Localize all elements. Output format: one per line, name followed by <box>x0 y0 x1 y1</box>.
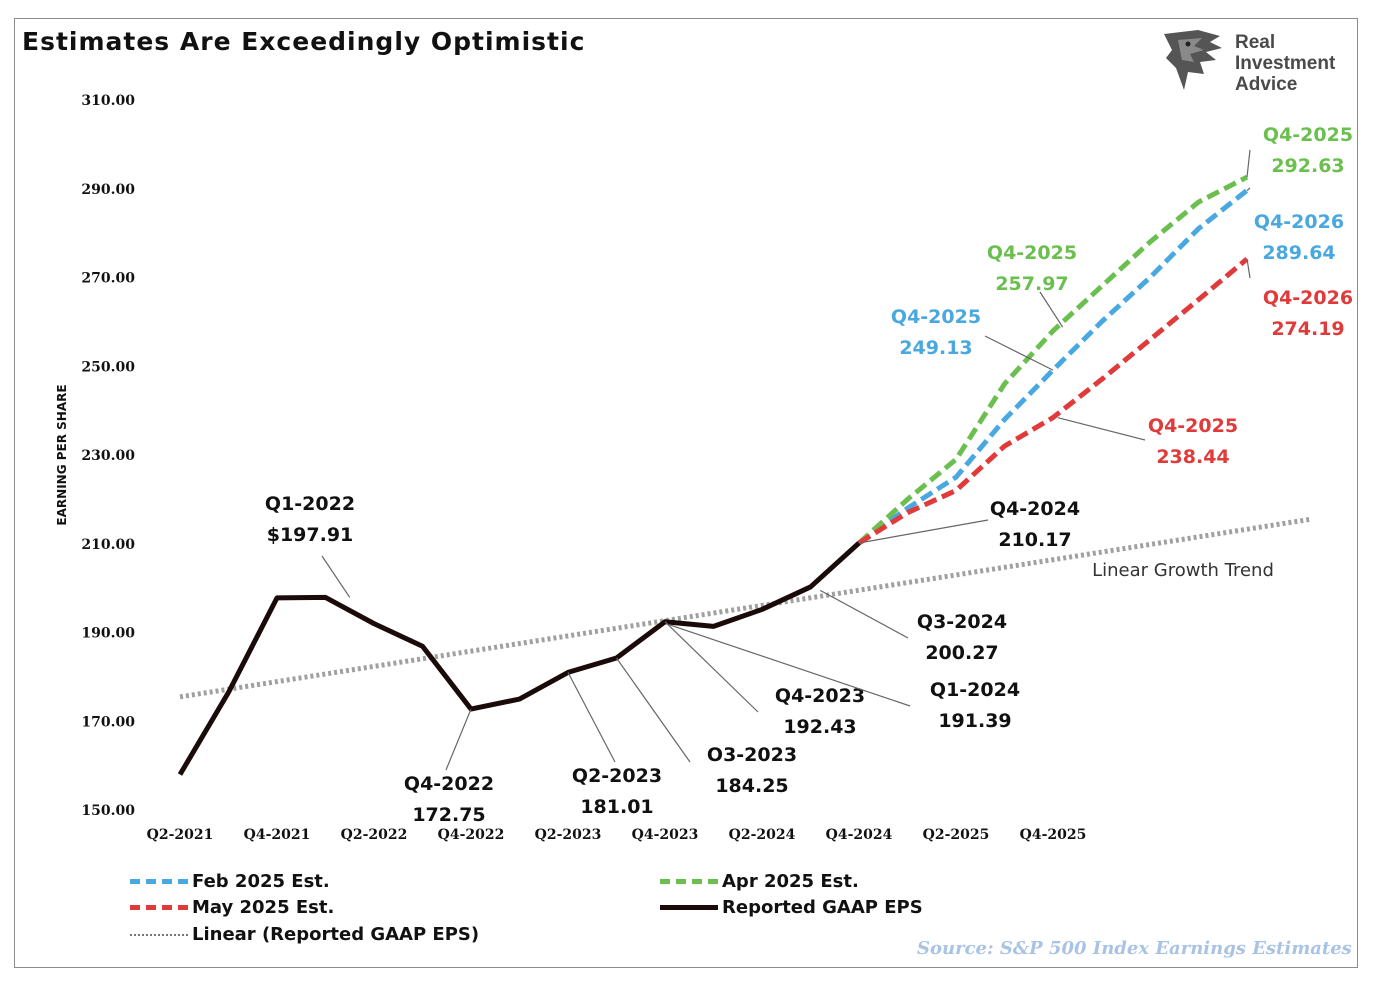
annotation-label: Q4-2025 <box>1148 415 1238 437</box>
legend-swatch <box>660 879 718 884</box>
annotation-leader <box>1057 417 1146 441</box>
logo-line-3: Advice <box>1235 74 1298 95</box>
legend-item: May 2025 Est. <box>130 897 334 918</box>
annotation-leader <box>321 555 351 598</box>
y-tick-label: 170.00 <box>81 714 135 730</box>
annotation-label: Q2-2023 <box>572 765 662 787</box>
annotation-label: Q4-2022 <box>404 773 494 795</box>
annotation-value: 257.97 <box>995 273 1068 295</box>
series-reported-gaap-eps <box>177 541 861 776</box>
annotation-label: Q4-2026 <box>1254 211 1344 233</box>
trend-label: Linear Growth Trend <box>1092 560 1274 581</box>
annotation-label: Q4-2025 <box>987 242 1077 264</box>
annotation-label: Q1-2022 <box>265 493 355 515</box>
legend-item: Feb 2025 Est. <box>130 871 330 892</box>
annotation-leader <box>1246 258 1251 279</box>
annotation-leader <box>858 519 989 544</box>
annotation-label: Q4-2025 <box>891 306 981 328</box>
chart-title: Estimates Are Exceedingly Optimistic <box>22 27 586 56</box>
brand-logo: Real Investment Advice <box>1235 32 1335 95</box>
annotation-value: 289.64 <box>1262 242 1335 264</box>
legend-swatch <box>130 933 188 936</box>
x-tick-label: Q4-2023 <box>632 827 699 843</box>
legend-label: Apr 2025 Est. <box>722 871 859 892</box>
annotation-value: 200.27 <box>925 642 998 664</box>
y-tick-label: 250.00 <box>81 359 135 375</box>
annotation-value: 292.63 <box>1271 155 1344 177</box>
y-tick-label: 210.00 <box>81 537 135 553</box>
annotation-value: 181.01 <box>580 796 653 818</box>
legend-swatch <box>130 905 188 910</box>
x-tick-label: Q2-2023 <box>535 827 602 843</box>
y-tick-label: 230.00 <box>81 448 135 464</box>
annotation-value: 191.39 <box>938 710 1011 732</box>
annotation-leader <box>567 672 616 763</box>
annotation-label: O3-2023 <box>707 744 797 766</box>
x-tick-label: Q4-2022 <box>438 827 505 843</box>
series-linear-trend <box>179 516 1311 700</box>
annotation-value: 249.13 <box>899 337 972 359</box>
legend-item: Apr 2025 Est. <box>660 871 859 892</box>
series-apr-2025-est- <box>857 174 1249 545</box>
annotation-label: Q1-2024 <box>930 679 1020 701</box>
x-tick-label: Q2-2024 <box>729 827 796 843</box>
y-tick-label: 270.00 <box>81 271 135 287</box>
y-tick-label: 150.00 <box>81 803 135 819</box>
annotation-leader <box>1039 291 1064 328</box>
annotation-leader <box>984 335 1054 371</box>
annotation-label: Q4-2024 <box>990 498 1080 520</box>
annotation-value: 172.75 <box>412 804 485 826</box>
legend-label: Reported GAAP EPS <box>722 897 923 918</box>
annotation-value: 192.43 <box>783 716 856 738</box>
x-tick-label: Q4-2025 <box>1020 827 1087 843</box>
legend-swatch <box>660 905 718 910</box>
x-tick-label: Q2-2022 <box>341 827 408 843</box>
y-tick-label: 290.00 <box>81 182 135 198</box>
annotation-label: Q4-2025 <box>1263 124 1353 146</box>
legend-label: Feb 2025 Est. <box>192 871 330 892</box>
x-tick-label: Q2-2021 <box>147 827 214 843</box>
y-axis-label: EARNING PER SHARE <box>55 384 69 525</box>
x-tick-label: Q4-2021 <box>244 827 311 843</box>
eagle-head-icon <box>1164 30 1222 90</box>
y-tick-label: 190.00 <box>81 626 135 642</box>
y-tick-label: 310.00 <box>81 93 135 109</box>
annotation-label: Q4-2026 <box>1263 287 1353 309</box>
annotation-value: 274.19 <box>1271 318 1344 340</box>
legend-item: Linear (Reported GAAP EPS) <box>130 924 479 945</box>
source-note: Source: S&P 500 Index Earnings Estimates <box>917 938 1352 959</box>
annotation-leader <box>819 589 909 639</box>
annotation-leader <box>664 621 759 713</box>
x-tick-label: Q4-2024 <box>826 827 893 843</box>
legend-item: Reported GAAP EPS <box>660 897 923 918</box>
annotation-leader <box>445 708 472 771</box>
annotation-leader <box>1246 187 1251 191</box>
series-feb-2025-est- <box>857 188 1249 546</box>
annotation-leader <box>1246 149 1251 178</box>
logo-line-2: Investment <box>1235 53 1336 74</box>
logo-line-1: Real <box>1235 32 1276 53</box>
annotation-leader <box>616 657 691 763</box>
annotation-value: 210.17 <box>998 529 1071 551</box>
annotation-label: Q4-2023 <box>775 685 865 707</box>
annotation-value: 184.25 <box>715 775 788 797</box>
annotation-value: 238.44 <box>1156 446 1229 468</box>
chart-frame <box>14 18 1358 968</box>
legend-swatch <box>130 879 188 884</box>
annotation-leader <box>669 624 911 707</box>
legend-label: Linear (Reported GAAP EPS) <box>192 924 480 945</box>
series-may-2025-est- <box>857 256 1249 546</box>
x-tick-label: Q2-2025 <box>923 827 990 843</box>
legend-label: May 2025 Est. <box>192 897 335 918</box>
annotation-value: $197.91 <box>267 524 354 546</box>
annotation-label: Q3-2024 <box>917 611 1007 633</box>
